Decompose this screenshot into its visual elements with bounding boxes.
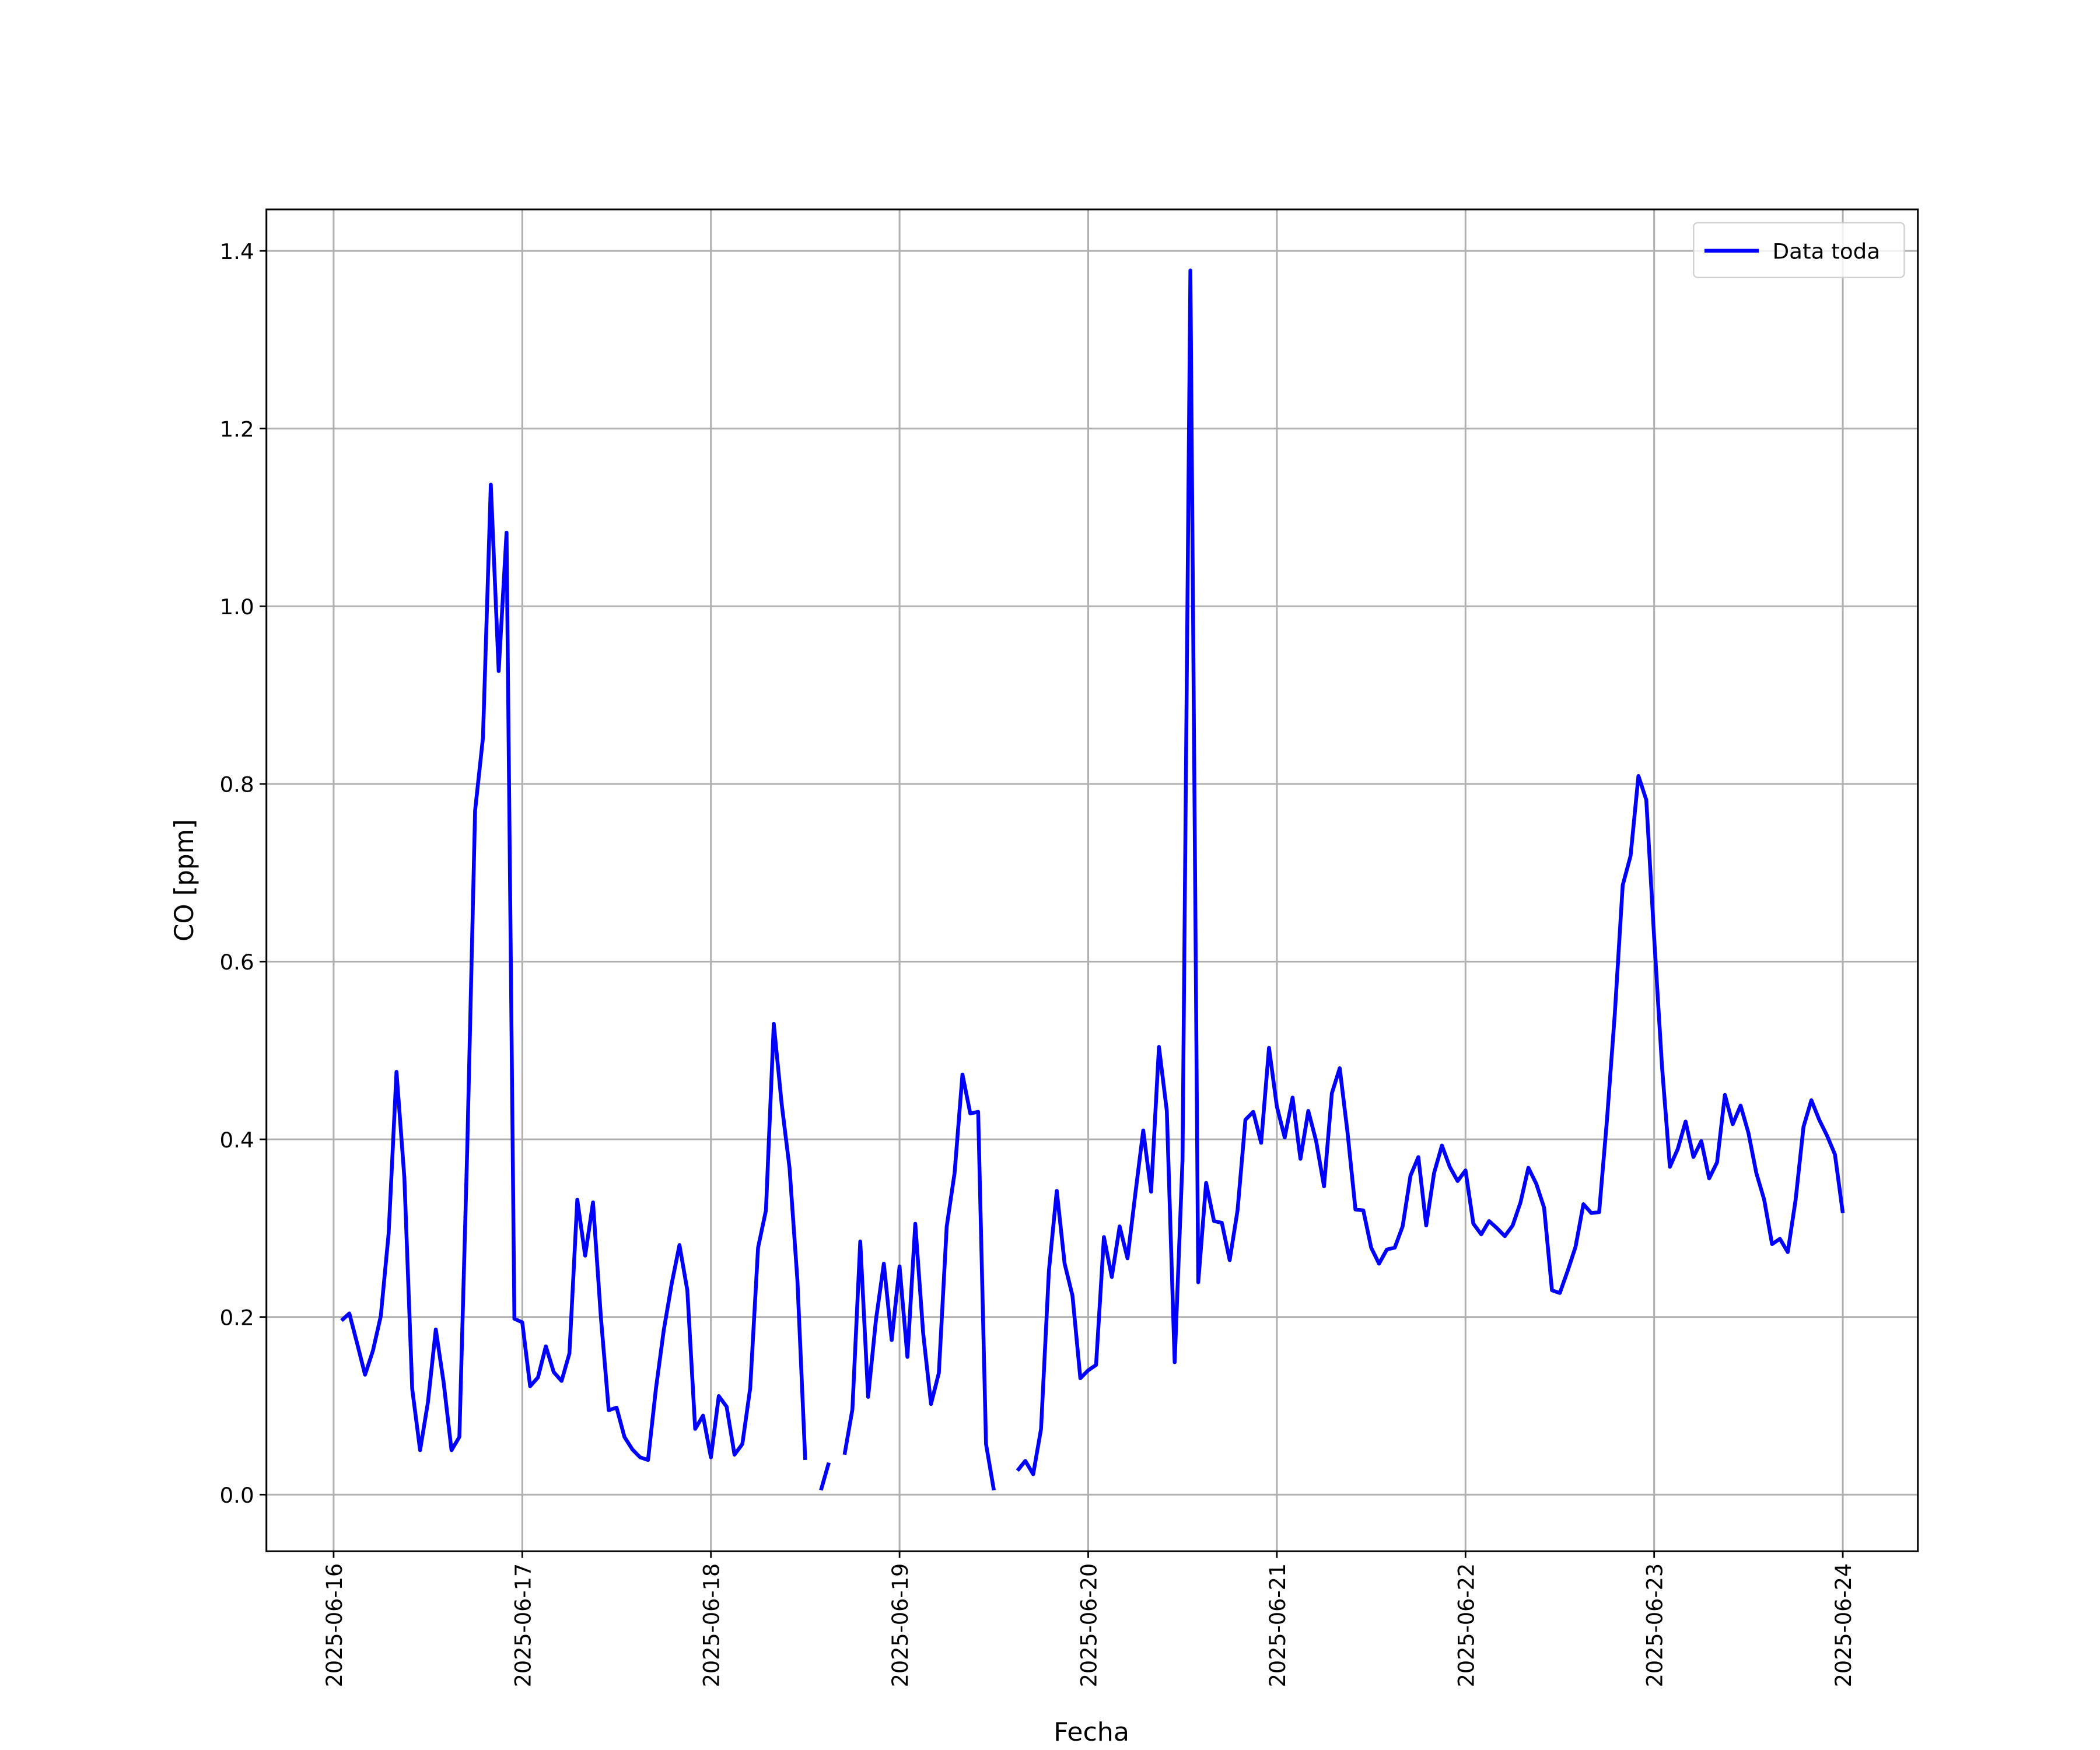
data-line (340, 268, 1845, 1491)
y-tick-label: 1.4 (219, 239, 254, 264)
x-tick-label: 2025-06-23 (1642, 1563, 1667, 1688)
plot-frame (265, 208, 1919, 1552)
x-axis-label: Fecha (1054, 1717, 1129, 1747)
y-tick-label: 0.0 (219, 1483, 254, 1508)
legend-box (1693, 222, 1905, 278)
y-tick-label: 1.0 (219, 594, 254, 620)
x-tick-label: 2025-06-16 (322, 1563, 347, 1688)
x-tick-label: 2025-06-21 (1265, 1563, 1290, 1688)
y-axis-label: CO [ppm] (169, 819, 199, 942)
x-tick-label: 2025-06-19 (888, 1563, 913, 1688)
legend-label: Data toda (1772, 239, 1880, 264)
x-tick-label: 2025-06-24 (1831, 1563, 1856, 1688)
x-tick-label: 2025-06-22 (1454, 1563, 1479, 1688)
legend: Data toda (1693, 222, 1905, 278)
y-tick-label: 0.6 (219, 950, 254, 975)
y-tick-label: 0.4 (219, 1128, 254, 1153)
y-tick-label: 0.2 (219, 1306, 254, 1331)
x-tick-label: 2025-06-17 (510, 1563, 536, 1688)
x-tick-label: 2025-06-18 (699, 1563, 724, 1688)
y-tick-label: 1.2 (219, 417, 254, 442)
y-tick-label: 0.8 (219, 772, 254, 797)
x-tick-label: 2025-06-20 (1076, 1563, 1101, 1688)
